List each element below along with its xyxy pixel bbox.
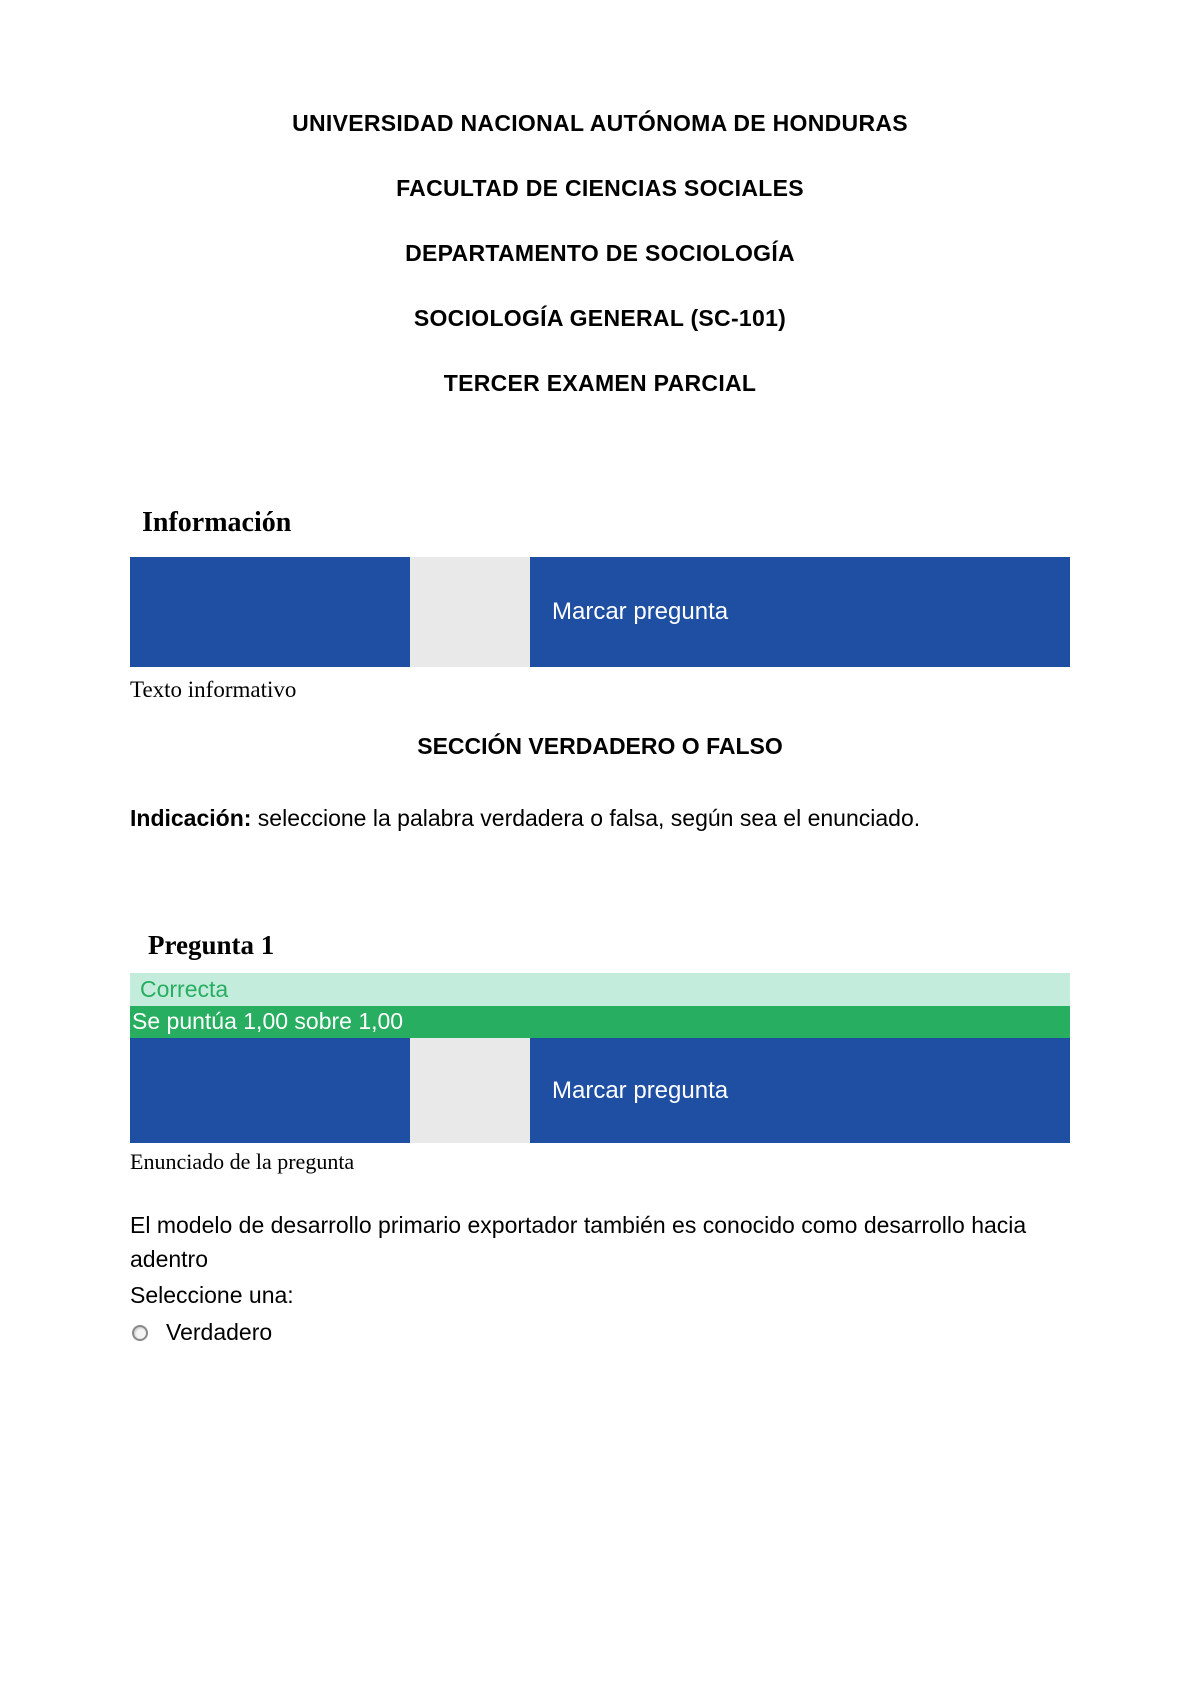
flag-question-label: Marcar pregunta	[552, 598, 728, 626]
status-badge: Correcta	[130, 973, 1070, 1006]
instruction-body: seleccione la palabra verdadera o falsa,…	[251, 805, 920, 831]
information-block: Información Marcar pregunta Texto inform…	[130, 507, 1070, 703]
header-university: UNIVERSIDAD NACIONAL AUTÓNOMA DE HONDURA…	[130, 110, 1070, 137]
enunciado-label: Enunciado de la pregunta	[130, 1149, 1070, 1175]
flag-gap-block-q1	[410, 1038, 530, 1143]
instruction-text: Indicación: seleccione la palabra verdad…	[130, 802, 1070, 835]
question-heading: Pregunta 1	[148, 930, 1070, 961]
option-true-label: Verdadero	[166, 1319, 272, 1346]
select-one-label: Seleccione una:	[130, 1282, 1070, 1309]
section-title: SECCIÓN VERDADERO O FALSO	[130, 733, 1070, 760]
flag-gap-block	[410, 557, 530, 667]
flag-question-button-q1[interactable]: Marcar pregunta	[530, 1038, 1070, 1143]
flag-question-row: Marcar pregunta	[130, 557, 1070, 667]
flag-left-block	[130, 557, 410, 667]
header-course: SOCIOLOGÍA GENERAL (SC-101)	[130, 305, 1070, 332]
header-faculty: FACULTAD DE CIENCIAS SOCIALES	[130, 175, 1070, 202]
flag-left-block-q1	[130, 1038, 410, 1143]
score-bar: Se puntúa 1,00 sobre 1,00	[130, 1006, 1070, 1038]
document-header: UNIVERSIDAD NACIONAL AUTÓNOMA DE HONDURA…	[130, 110, 1070, 397]
info-heading: Información	[142, 507, 1070, 539]
flag-question-label-q1: Marcar pregunta	[552, 1077, 728, 1105]
flag-question-row-q1: Marcar pregunta	[130, 1038, 1070, 1143]
question-1-block: Pregunta 1 Correcta Se puntúa 1,00 sobre…	[130, 930, 1070, 1346]
info-subtext: Texto informativo	[130, 677, 1070, 703]
flag-question-button[interactable]: Marcar pregunta	[530, 557, 1070, 667]
option-row-true[interactable]: Verdadero	[132, 1319, 1070, 1346]
question-text: El modelo de desarrollo primario exporta…	[130, 1209, 1070, 1276]
instruction-label: Indicación:	[130, 805, 251, 831]
header-exam: TERCER EXAMEN PARCIAL	[130, 370, 1070, 397]
radio-icon[interactable]	[132, 1325, 148, 1341]
header-department: DEPARTAMENTO DE SOCIOLOGÍA	[130, 240, 1070, 267]
